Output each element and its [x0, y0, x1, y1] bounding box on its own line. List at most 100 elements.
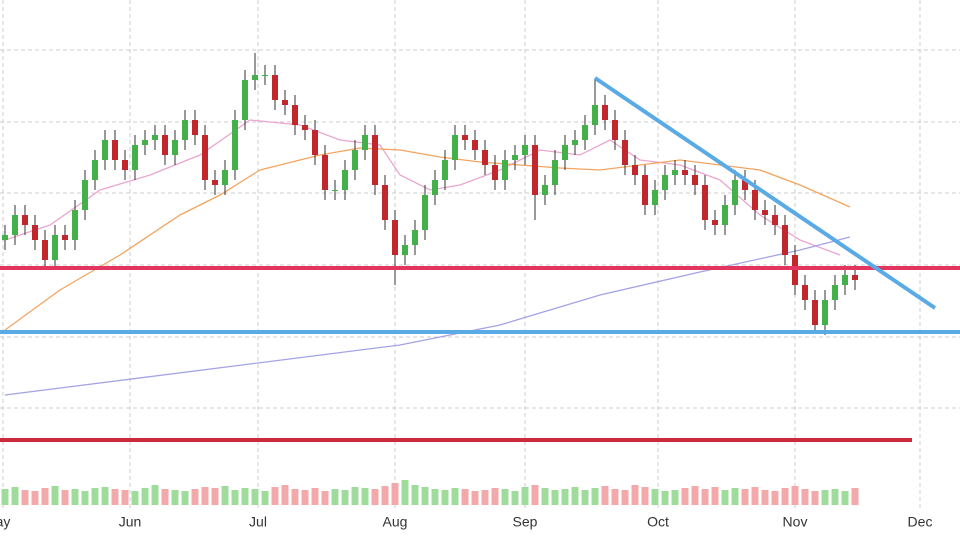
x-tick-label: Aug — [383, 514, 408, 530]
volume-bar — [571, 487, 579, 505]
candle-body — [452, 135, 458, 160]
volume-bar — [361, 488, 369, 505]
candle-body — [332, 190, 338, 191]
candle-body — [592, 105, 598, 125]
volume-bar — [281, 485, 289, 505]
candle-body — [782, 225, 788, 255]
volume-bar — [421, 487, 429, 505]
candle-body — [522, 145, 528, 155]
candle-body — [192, 120, 198, 135]
candle-body — [532, 145, 538, 195]
candle-body — [812, 300, 818, 325]
candle-body — [122, 160, 128, 170]
candle-body — [252, 75, 258, 80]
volume-bar — [121, 490, 129, 505]
volume-bar — [381, 486, 389, 505]
volume-bar — [101, 487, 109, 505]
candle-body — [152, 135, 158, 140]
volume-bar — [31, 491, 39, 505]
candle-body — [612, 120, 618, 140]
candle-body — [622, 140, 628, 165]
candle-body — [512, 155, 518, 160]
volume-bar — [781, 488, 789, 505]
volume-bar — [641, 487, 649, 505]
candle-body — [672, 170, 678, 175]
volume-bar — [541, 488, 549, 505]
volume-bar — [51, 486, 59, 505]
candle-body — [222, 170, 228, 185]
volume-bar — [311, 488, 319, 505]
volume-bar — [491, 488, 499, 505]
volume-bar — [751, 487, 759, 505]
candle-body — [742, 180, 748, 190]
candle-body — [772, 215, 778, 225]
candle-body — [182, 120, 188, 140]
candle-body — [802, 285, 808, 300]
candle-body — [722, 205, 728, 225]
candle-body — [232, 120, 238, 170]
volume-bar — [141, 488, 149, 505]
volume-bar — [551, 490, 559, 505]
volume-bar — [1, 489, 9, 505]
candle-body — [842, 275, 848, 285]
candle-body — [442, 160, 448, 180]
candle-body — [282, 100, 288, 105]
candle-body — [82, 180, 88, 210]
volume-bar — [41, 488, 49, 505]
x-tick-label: ay — [0, 514, 10, 530]
volume-bar — [11, 487, 19, 505]
volume-bar — [241, 488, 249, 505]
volume-bar — [261, 491, 269, 505]
candle-body — [552, 160, 558, 185]
volume-bar — [631, 485, 639, 505]
candle-body — [12, 215, 18, 235]
volume-bar — [161, 489, 169, 505]
volume-bar — [561, 489, 569, 505]
volume-bar — [331, 489, 339, 505]
volume-bar — [651, 489, 659, 505]
volume-bar — [431, 489, 439, 505]
volume-bar — [731, 488, 739, 505]
candle-body — [832, 285, 838, 300]
candle-body — [92, 160, 98, 180]
candle-body — [692, 175, 698, 185]
candle-body — [272, 75, 278, 100]
volume-bar — [111, 489, 119, 505]
candle-body — [502, 160, 508, 180]
candle-body — [262, 75, 268, 76]
volume-bar — [251, 489, 259, 505]
volume-bar — [721, 490, 729, 505]
volume-bar — [711, 487, 719, 505]
candle-body — [312, 130, 318, 155]
volume-bar — [621, 490, 629, 505]
volume-bar — [291, 489, 299, 505]
volume-bar — [131, 491, 139, 505]
x-tick-label: Sep — [513, 514, 538, 530]
volume-bar — [581, 490, 589, 505]
candle-body — [52, 235, 58, 260]
volume-bar — [391, 483, 399, 505]
volume-bar — [841, 491, 849, 505]
volume-bar — [471, 491, 479, 505]
volume-bar — [71, 489, 79, 505]
volume-bar — [201, 487, 209, 505]
candle-body — [162, 135, 168, 155]
x-tick-label: Nov — [783, 514, 808, 530]
volume-bar — [301, 490, 309, 505]
volume-bar — [371, 489, 379, 505]
candle-body — [382, 185, 388, 220]
x-tick-label: Dec — [908, 514, 933, 530]
candle-body — [822, 300, 828, 325]
candle-body — [372, 135, 378, 185]
volume-bar — [611, 489, 619, 505]
candle-body — [242, 80, 248, 120]
candle-body — [62, 235, 68, 240]
volume-bar — [451, 488, 459, 505]
candle-body — [572, 140, 578, 145]
x-tick-label: Oct — [647, 514, 669, 530]
candle-body — [2, 235, 8, 240]
candle-body — [422, 195, 428, 230]
candle-body — [642, 175, 648, 205]
candle-body — [172, 140, 178, 155]
volume-bar — [791, 486, 799, 505]
